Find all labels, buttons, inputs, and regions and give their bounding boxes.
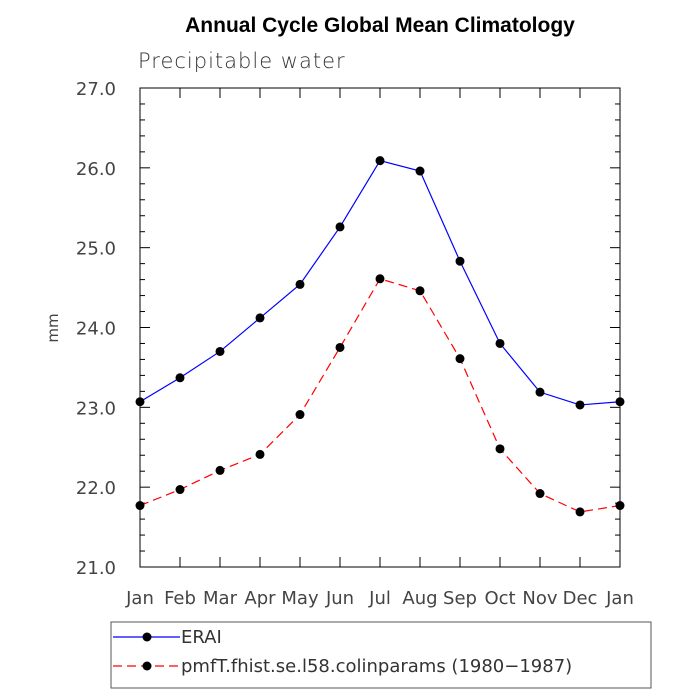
data-point-series-0 [335, 222, 345, 232]
y-tick-label: 25.0 [76, 239, 116, 260]
data-point-series-0 [455, 256, 465, 266]
data-point-series-1 [535, 489, 545, 499]
data-point-series-0 [255, 313, 265, 323]
x-tick-label: Sep [443, 588, 477, 609]
data-point-series-1 [455, 354, 465, 364]
x-tick-label: Nov [522, 588, 557, 609]
y-tick-label: 26.0 [76, 159, 116, 180]
x-tick-label: Jan [125, 588, 154, 609]
data-point-series-1 [295, 410, 305, 420]
legend-marker-0 [142, 632, 152, 642]
data-point-series-1 [575, 507, 585, 517]
data-point-series-0 [615, 397, 625, 407]
y-tick-label: 24.0 [76, 319, 116, 340]
data-point-series-1 [215, 465, 225, 475]
x-tick-label: Jun [325, 588, 354, 609]
data-point-series-1 [495, 444, 505, 454]
x-tick-label: Apr [244, 588, 276, 609]
data-point-series-1 [375, 274, 385, 284]
series-line-1 [139, 278, 621, 513]
data-point-series-1 [615, 501, 625, 511]
data-point-series-1 [335, 342, 345, 352]
x-tick-label: Dec [563, 588, 598, 609]
y-tick-label: 23.0 [76, 398, 116, 419]
data-point-series-0 [415, 166, 425, 176]
data-point-series-0 [135, 397, 145, 407]
data-point-series-1 [415, 286, 425, 296]
legend: ERAI pmfT.fhist.se.l58.colinparams (1980−… [110, 621, 652, 689]
legend-label-0: ERAI [181, 627, 222, 648]
legend-box [110, 621, 652, 689]
data-point-series-0 [295, 279, 305, 289]
data-point-series-1 [135, 501, 145, 511]
x-tick-label: May [281, 588, 319, 609]
legend-label-1: pmfT.fhist.se.l58.colinparams (1980−1987… [181, 656, 572, 677]
y-tick-label: 21.0 [76, 558, 116, 579]
y-tick-label: 27.0 [76, 79, 116, 100]
y-axis-label: mm [44, 313, 62, 342]
data-point-series-0 [495, 338, 505, 348]
x-tick-label: Jul [368, 588, 391, 609]
x-tick-label: Mar [203, 588, 238, 609]
data-point-series-1 [255, 449, 265, 459]
chart-title: Annual Cycle Global Mean Climatology [185, 14, 575, 37]
legend-marker-1 [142, 661, 152, 671]
y-tick-label: 22.0 [76, 478, 116, 499]
data-point-series-0 [175, 373, 185, 383]
data-point-series-0 [535, 387, 545, 397]
x-tick-label: Oct [484, 588, 515, 609]
x-tick-label: Jan [605, 588, 634, 609]
data-point-series-1 [175, 485, 185, 495]
chart-subtitle: Precipitable water [138, 49, 346, 73]
x-tick-label: Feb [164, 588, 196, 609]
x-tick-label: Aug [402, 588, 437, 609]
data-point-series-0 [575, 400, 585, 410]
series-layer [135, 156, 625, 517]
data-point-series-0 [375, 156, 385, 166]
data-point-series-0 [215, 346, 225, 356]
axis-ticks: Jan Feb Mar Apr May Jun Jul Aug Sep Oct Nov Dec Jan 2… [76, 79, 634, 609]
